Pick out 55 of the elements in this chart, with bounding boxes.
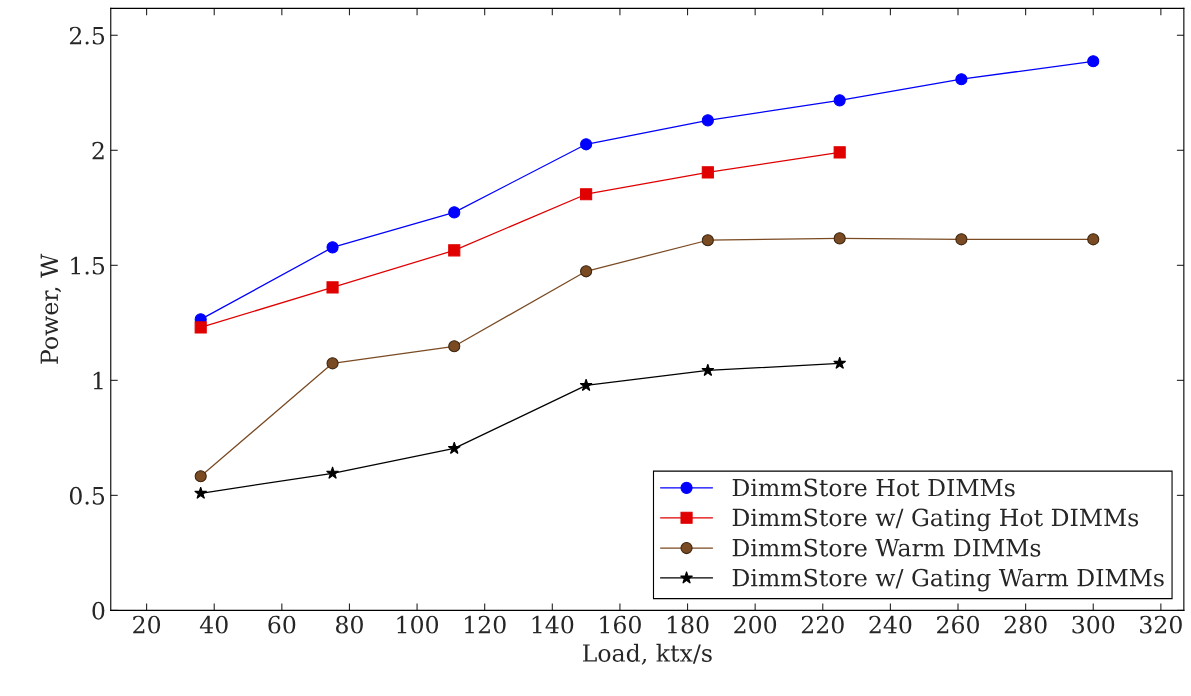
y-tick-label: 0 xyxy=(92,601,105,620)
point xyxy=(326,241,339,254)
y-tick-label: 0.5 xyxy=(69,486,105,505)
point xyxy=(580,188,593,201)
x-axis-title: Load, ktx/s xyxy=(582,643,712,665)
y-axis-title: Power, W xyxy=(40,253,62,364)
point xyxy=(955,233,968,246)
legend-label: DimmStore w/ Gating Hot DIMMs xyxy=(732,508,1139,532)
x-tick-label: 240 xyxy=(869,615,912,634)
point xyxy=(326,466,340,479)
point xyxy=(1087,233,1100,246)
x-tick-label: 80 xyxy=(336,615,363,634)
x-tick-label: 280 xyxy=(1004,615,1047,634)
point xyxy=(448,206,461,219)
point xyxy=(326,357,339,370)
x-tick-label: 300 xyxy=(1072,615,1115,634)
x-tick-label: 160 xyxy=(600,615,641,634)
x-tick-label: 60 xyxy=(268,615,296,634)
y-tick-label: 1.5 xyxy=(71,256,105,275)
point xyxy=(194,321,207,334)
x-tick-label: 20 xyxy=(133,615,161,634)
x-tick-label: 320 xyxy=(1140,615,1182,634)
x-tick-label: 140 xyxy=(532,615,574,634)
point xyxy=(833,356,847,369)
legend-label: DimmStore Warm DIMMs xyxy=(732,538,1041,557)
legend-label: DimmStore w/ Gating Warm DIMMs xyxy=(732,568,1164,592)
point xyxy=(447,441,461,455)
point xyxy=(580,265,593,278)
point xyxy=(701,114,714,127)
x-tick-label: 180 xyxy=(667,615,709,634)
point xyxy=(1087,55,1100,68)
point xyxy=(580,138,593,151)
x-tick-label: 220 xyxy=(801,615,844,634)
x-tick-label: 200 xyxy=(734,615,777,634)
point xyxy=(448,340,461,353)
point xyxy=(448,244,461,257)
point xyxy=(701,234,714,247)
point xyxy=(701,363,715,377)
point xyxy=(833,94,846,107)
x-tick-label: 120 xyxy=(465,615,506,634)
point xyxy=(833,146,846,159)
x-tick-label: 100 xyxy=(397,615,439,634)
point xyxy=(194,470,207,483)
x-tick-label: 260 xyxy=(937,615,979,634)
y-tick-label: 1 xyxy=(93,371,103,390)
point xyxy=(833,232,846,245)
point xyxy=(194,486,208,499)
point xyxy=(701,166,714,179)
legend-label: DimmStore Hot DIMMs xyxy=(732,478,1015,497)
y-tick-label: 2.5 xyxy=(69,26,105,45)
point xyxy=(579,378,593,391)
y-tick-label: 2 xyxy=(92,141,104,160)
point xyxy=(326,281,339,294)
point xyxy=(955,73,968,86)
x-tick-label: 40 xyxy=(199,615,228,634)
